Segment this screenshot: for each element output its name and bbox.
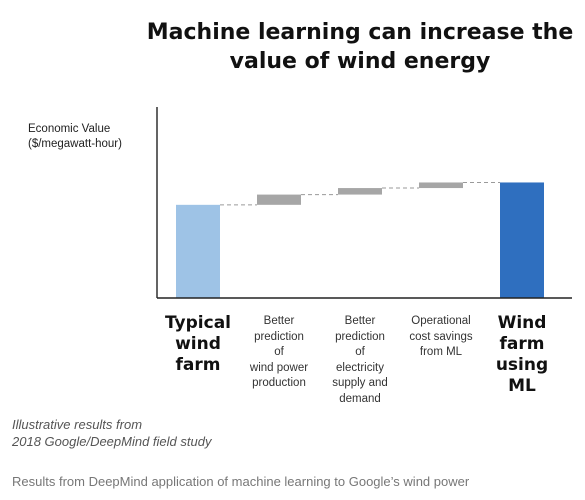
category-label-4-line-2: using: [495, 355, 549, 375]
increment-bar-1: [257, 194, 301, 205]
y-axis-label-line-2: ($/megawatt-hour): [28, 138, 122, 150]
total-bar-4: [500, 182, 544, 298]
category-label-2: Better prediction of electricity supply and d…: [318, 314, 402, 407]
category-label-0-line-1: wind: [175, 334, 221, 354]
total-bar-0: [176, 204, 220, 298]
category-label-1: Better prediction of wind power production: [237, 314, 321, 392]
category-label-1-line-4: production: [252, 377, 306, 389]
category-label-1-line-1: prediction: [254, 330, 304, 343]
category-label-0-line-2: farm: [175, 355, 221, 375]
increment-bar-3: [419, 182, 463, 189]
category-label-3: Operational cost savings from ML: [397, 314, 485, 361]
category-label-1-line-3: wind power: [249, 361, 309, 374]
chart-title-line-1: Machine learning can increase the: [146, 20, 574, 45]
category-label-4: Wind farm using ML: [482, 313, 562, 397]
category-label-3-line-0: Operational: [411, 315, 471, 327]
study-annotation: Illustrative results from 2018 Google/De…: [12, 416, 211, 450]
category-label-4-line-0: Wind: [497, 313, 547, 333]
category-label-3-line-1: cost savings: [409, 330, 473, 343]
y-axis-label: Economic Value ($/megawatt-hour): [28, 122, 122, 152]
category-label-2-line-5: demand: [339, 392, 381, 405]
category-label-2-line-0: Better: [344, 315, 376, 327]
connectors-layer: [220, 181, 500, 206]
study-annotation-line-2: 2018 Google/DeepMind field study: [12, 434, 212, 449]
category-label-2-line-3: electricity: [336, 361, 384, 374]
category-label-1-line-2: of: [274, 346, 284, 358]
chart-title-line-2: value of wind energy: [229, 49, 491, 74]
category-label-4-line-3: ML: [508, 376, 536, 396]
category-label-4-line-1: farm: [499, 334, 545, 354]
category-label-2-line-1: prediction: [335, 330, 385, 343]
figure-caption: Results from DeepMind application of mac…: [12, 474, 470, 489]
category-label-2-line-2: of: [355, 346, 365, 358]
increment-bar-2: [338, 188, 382, 195]
category-label-1-line-0: Better: [263, 315, 295, 327]
category-label-3-line-2: from ML: [419, 346, 463, 358]
study-annotation-line-1: Illustrative results from: [12, 417, 143, 432]
category-label-0: Typical wind farm: [158, 313, 238, 376]
bars-layer: [176, 182, 544, 298]
category-label-0-line-0: Typical: [164, 313, 232, 333]
y-axis-label-line-1: Economic Value: [28, 123, 111, 135]
chart-title: Machine learning can increase the value …: [60, 18, 585, 76]
category-label-2-line-4: supply and: [332, 377, 388, 389]
